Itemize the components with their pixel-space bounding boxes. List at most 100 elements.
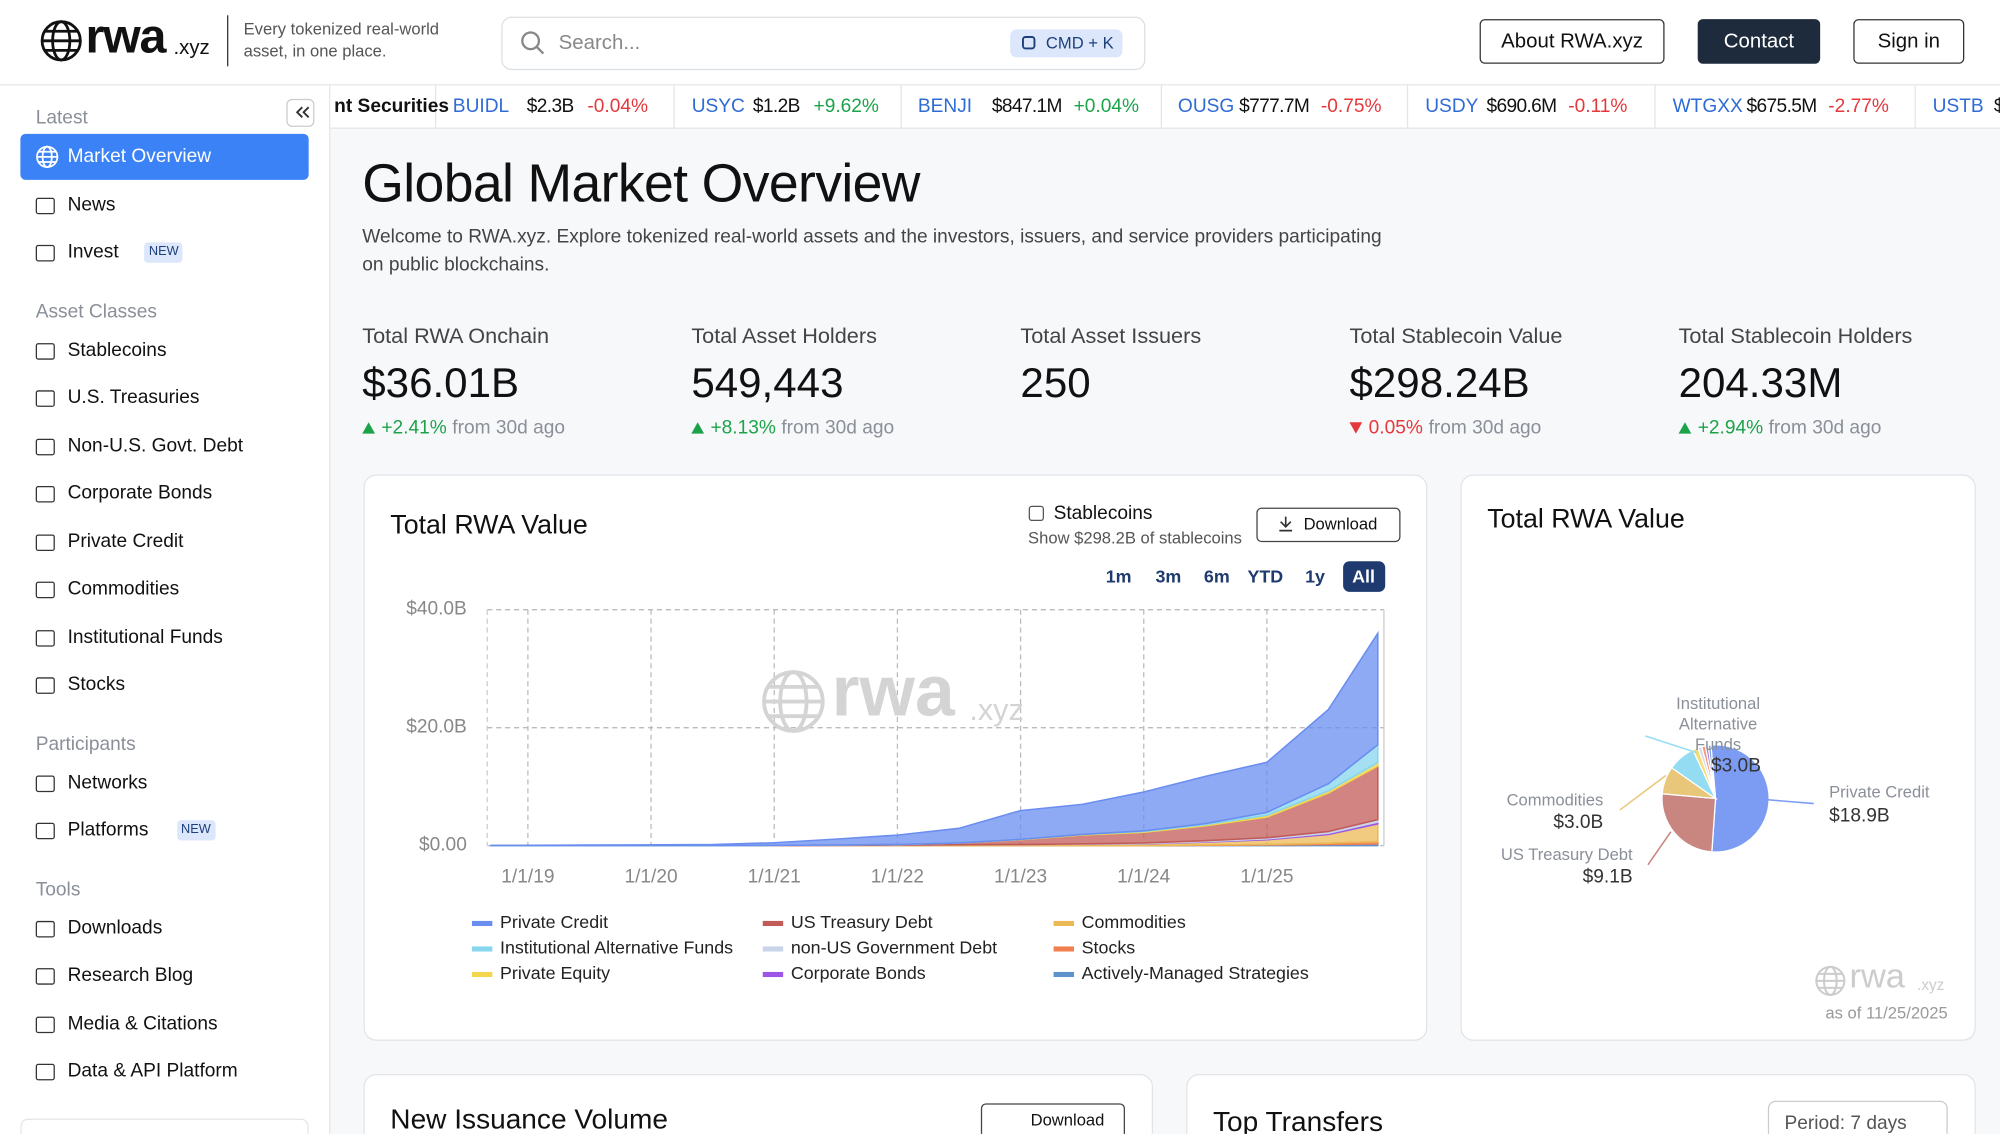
period-label[interactable]: Period: 7 days — [1784, 1112, 1907, 1134]
sidebar-item[interactable]: U.S. Treasuries — [67, 386, 200, 409]
pie-value-label: $3.0B — [1711, 756, 1761, 777]
sidebar-section-title: Participants — [35, 732, 136, 755]
sidebar-item[interactable]: Private Credit — [67, 529, 184, 552]
legend-swatch — [1053, 971, 1074, 978]
logo: rwa — [85, 10, 166, 65]
stat-label: Total Asset Issuers — [1020, 323, 1202, 348]
sidebar-item[interactable]: Institutional Funds — [67, 625, 223, 648]
legend-swatch — [762, 971, 784, 978]
sidebar-item[interactable]: Research Blog — [67, 964, 194, 986]
range-button[interactable]: 1m — [1105, 565, 1132, 587]
ticker-symbol[interactable]: WTGXX — [1672, 95, 1743, 118]
as-of-note: as of 11/25/2025 — [1825, 1003, 1947, 1022]
stat-arrow — [362, 422, 375, 434]
sidebar-item[interactable]: Networks — [67, 771, 148, 793]
sidebar-item[interactable]: Corporate Bonds — [67, 482, 213, 504]
badge-label: NEW — [181, 822, 211, 837]
card — [363, 474, 1428, 1041]
stat-label: Total Stablecoin Value — [1349, 323, 1563, 348]
sidebar-item[interactable]: Data & API Platform — [67, 1059, 238, 1082]
header-button-label[interactable]: Sign in — [1877, 31, 1941, 53]
ticker-symbol[interactable]: BENJI — [917, 95, 973, 118]
cmd-icon — [1022, 36, 1036, 50]
stat-label: Total Asset Holders — [691, 323, 877, 348]
range-button[interactable]: 1y — [1305, 565, 1325, 587]
pie-category-label: Private Credit — [1829, 783, 1930, 802]
leader-line — [1647, 831, 1672, 866]
x-tick-label: 1/1/25 — [1240, 867, 1293, 888]
sidebar-item-active[interactable] — [20, 133, 309, 180]
header-button[interactable] — [1853, 19, 1965, 64]
ticker-separator — [1914, 85, 1917, 128]
ticker-value: $ — [1994, 96, 2000, 119]
sidebar-icon — [35, 774, 55, 792]
period-select[interactable] — [1767, 1100, 1948, 1134]
ticker-symbol[interactable]: BUIDL — [452, 95, 510, 118]
download-button[interactable] — [980, 1103, 1125, 1134]
card-title: Top Transfers — [1213, 1105, 1384, 1134]
range-active — [1343, 561, 1386, 592]
stat-label: Total Stablecoin Holders — [1678, 323, 1913, 348]
sidebar-item[interactable]: Downloads — [67, 916, 163, 939]
sidebar-icon — [35, 1063, 55, 1081]
tagline: Every tokenized real-world asset, in one… — [243, 19, 440, 60]
watermark: .xyz — [969, 693, 1023, 727]
ticker-change: -0.04% — [587, 95, 648, 118]
range-button[interactable]: YTD — [1247, 565, 1284, 587]
sidebar-item[interactable]: Stocks — [67, 673, 126, 696]
ticker-separator — [1654, 85, 1656, 128]
chart-title: Total RWA Value — [1487, 504, 1685, 534]
x-tick-label: 1/1/20 — [624, 867, 677, 888]
range-button[interactable]: 3m — [1155, 565, 1182, 587]
ticker-value: $1.2B — [752, 95, 800, 118]
sidebar-item[interactable]: Invest — [67, 241, 119, 263]
stat-label: Total RWA Onchain — [362, 323, 550, 348]
ticker-symbol[interactable]: USDY — [1425, 95, 1479, 118]
download-label[interactable]: Download — [1303, 514, 1378, 534]
legend-label: Corporate Bonds — [791, 963, 926, 983]
header-button-label[interactable]: About RWA.xyz — [1501, 31, 1643, 53]
checkbox-label[interactable]: Stablecoins — [1053, 502, 1153, 525]
pie-slice — [1707, 744, 1717, 799]
sidebar-section-title: Latest — [35, 107, 88, 129]
sidebar-item[interactable]: Commodities — [67, 577, 180, 600]
sidebar-icon — [35, 968, 55, 985]
pie-slice — [1661, 793, 1717, 853]
ticker-symbol[interactable]: USYC — [691, 95, 745, 118]
download-label[interactable]: Download — [1030, 1109, 1105, 1130]
sidebar-icon — [35, 390, 55, 407]
sidebar-item[interactable]: Non-U.S. Govt. Debt — [67, 434, 244, 456]
stat-note: from 30d ago — [1428, 417, 1542, 439]
watermark: .xyz — [1917, 977, 1944, 994]
ticker-name: nt Securities — [334, 95, 450, 118]
sidebar-item[interactable]: Market Overview — [67, 145, 212, 168]
search-shortcut: CMD + K — [1045, 33, 1114, 53]
sidebar-item[interactable]: Stablecoins — [67, 338, 167, 361]
legend-label: Private Equity — [500, 963, 610, 983]
ticker-symbol[interactable]: OUSG — [1177, 95, 1235, 118]
header-button-label[interactable]: Contact — [1723, 31, 1795, 53]
range-button[interactable]: 6m — [1203, 565, 1230, 587]
header-button[interactable] — [1479, 19, 1665, 64]
divider — [227, 15, 229, 67]
sidebar-item[interactable]: Media & Citations — [67, 1012, 218, 1034]
legend-label: Commodities — [1082, 912, 1186, 932]
y-tick-label: $20.0B — [406, 717, 467, 738]
search-placeholder: Search... — [558, 32, 641, 55]
range-button[interactable]: All — [1352, 565, 1375, 587]
pie-category-label: Commodities — [1507, 790, 1604, 809]
badge — [176, 820, 216, 841]
pie-category-label: Institutional Alternative Funds — [1676, 693, 1761, 754]
header-button[interactable] — [1697, 19, 1821, 64]
stat-change: +2.41% — [381, 417, 447, 439]
sidebar-item[interactable]: Platforms — [67, 818, 149, 841]
download-button[interactable] — [1256, 507, 1401, 543]
sidebar-item[interactable]: News — [67, 193, 116, 215]
chart-title: Total RWA Value — [390, 510, 588, 541]
ticker-symbol[interactable]: USTB — [1932, 95, 1984, 118]
sidebar-icon — [35, 581, 55, 599]
legend-swatch — [1053, 946, 1074, 952]
sidebar-icon — [35, 485, 55, 503]
pie-value-label: $18.9B — [1829, 805, 1890, 826]
